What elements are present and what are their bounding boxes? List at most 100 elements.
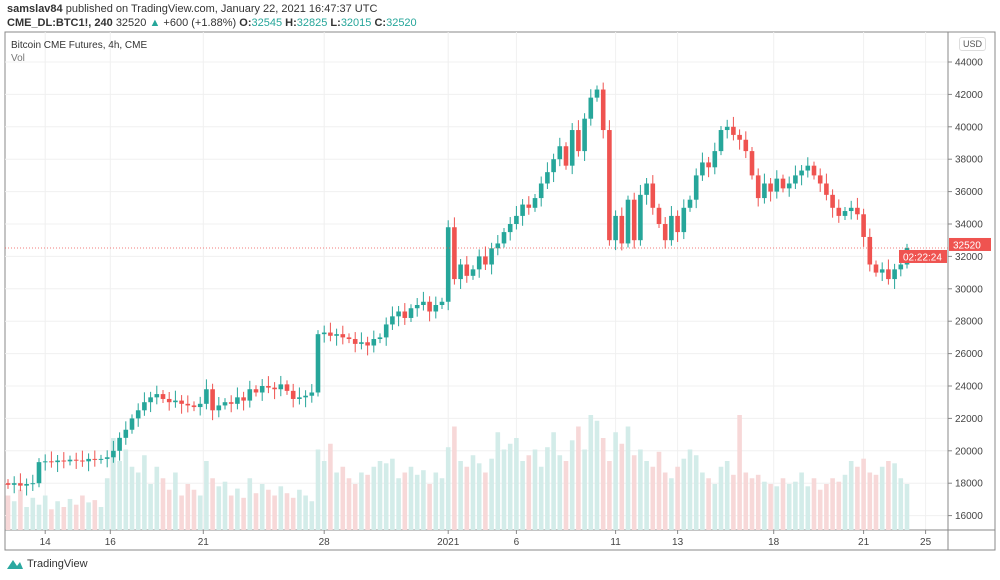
candle-up — [445, 227, 451, 302]
volume-bar — [557, 455, 563, 530]
candle-up — [681, 207, 687, 233]
volume-bar — [197, 495, 203, 530]
candle-up — [235, 397, 240, 404]
candle-down — [737, 134, 742, 140]
volume-bar — [762, 481, 767, 530]
candle-down — [650, 183, 656, 208]
candle-down — [210, 389, 215, 411]
candle-up — [613, 215, 618, 241]
author[interactable]: samslav84 — [7, 3, 63, 15]
candle-down — [656, 207, 662, 224]
volume-bar — [408, 466, 414, 530]
volume-bar — [656, 451, 662, 530]
volume-bar — [253, 493, 259, 530]
candle-up — [700, 162, 705, 176]
candle-up — [693, 175, 699, 200]
volume-bar — [644, 461, 649, 530]
volume-bar — [129, 466, 135, 530]
volume-bar — [650, 466, 656, 530]
volume-bar — [204, 461, 209, 530]
candle-down — [464, 264, 470, 276]
x-tick-label: 2021 — [437, 537, 460, 548]
candle-up — [117, 437, 122, 451]
countdown-label: 02:22:24 — [903, 252, 942, 263]
candle-up — [470, 269, 476, 276]
candle-down — [811, 165, 817, 176]
volume-bar — [545, 447, 550, 530]
volume-bar — [520, 461, 525, 530]
volume-bar — [755, 474, 761, 530]
candle-up — [724, 126, 730, 131]
volume-bar — [30, 497, 36, 530]
candle-up — [55, 460, 60, 463]
y-tick-label: 42000 — [955, 90, 983, 101]
volume-bar — [749, 478, 755, 530]
candle-down — [855, 207, 860, 215]
candle-up — [433, 305, 439, 312]
candle-up — [793, 175, 798, 184]
candle-down — [191, 405, 197, 408]
candle-up — [514, 215, 519, 224]
volume-bar — [346, 478, 352, 530]
volume-bar — [210, 478, 215, 530]
last-price: 32520 — [115, 17, 147, 29]
tradingview-logo-icon — [7, 560, 23, 569]
candle-up — [458, 264, 463, 280]
volume-bar — [718, 466, 724, 530]
candle-up — [36, 462, 42, 484]
y-tick-label: 44000 — [955, 58, 983, 69]
candle-up — [390, 316, 395, 325]
candle-up — [569, 130, 575, 166]
candle-down — [266, 386, 271, 388]
candle-up — [669, 215, 674, 241]
volume-bar — [383, 463, 389, 530]
candle-down — [5, 483, 11, 485]
volume-bar — [619, 443, 625, 530]
candle-up — [718, 130, 724, 152]
candle-down — [861, 214, 866, 237]
candle-down — [768, 183, 773, 192]
candle-up — [762, 183, 767, 199]
volume-bar — [92, 500, 98, 530]
volume-bar — [191, 489, 197, 530]
close-label: C: — [374, 17, 387, 29]
symbol: CME_DL:BTC1!, 240 — [7, 17, 113, 29]
x-tick-label: 21 — [198, 537, 210, 548]
candle-up — [30, 483, 36, 485]
candle-down — [662, 224, 668, 241]
candle-up — [197, 403, 203, 408]
volume-bar — [24, 507, 29, 530]
last-price-label: 32520 — [953, 240, 981, 251]
volume-bar — [879, 466, 885, 530]
volume-bar — [390, 458, 395, 530]
candle-up — [520, 204, 525, 216]
candle-up — [173, 400, 178, 403]
volume-bar — [452, 426, 457, 530]
y-tick-label: 40000 — [955, 122, 983, 133]
candle-up — [104, 457, 110, 459]
y-tick-label: 22000 — [955, 414, 983, 425]
candle-down — [563, 146, 569, 166]
candle-up — [24, 484, 29, 486]
candle-up — [594, 89, 600, 98]
candle-up — [644, 183, 649, 195]
countdown-badge — [899, 249, 947, 263]
volume-bar — [266, 489, 271, 530]
candle-up — [259, 386, 265, 393]
volume-bar — [458, 461, 463, 530]
candle-up — [129, 418, 135, 430]
volume-bar — [786, 484, 792, 530]
candle-up — [111, 450, 116, 458]
volume-bar — [272, 495, 277, 530]
candle-down — [49, 461, 54, 463]
volume-bar — [73, 504, 79, 530]
volume-bar — [421, 470, 426, 530]
open-value: 32545 — [251, 17, 283, 29]
candle-up — [805, 165, 811, 171]
currency-button[interactable]: USD — [959, 37, 987, 51]
volume-bar — [576, 426, 581, 530]
volume-bar — [830, 478, 835, 530]
volume-bar — [861, 458, 866, 530]
